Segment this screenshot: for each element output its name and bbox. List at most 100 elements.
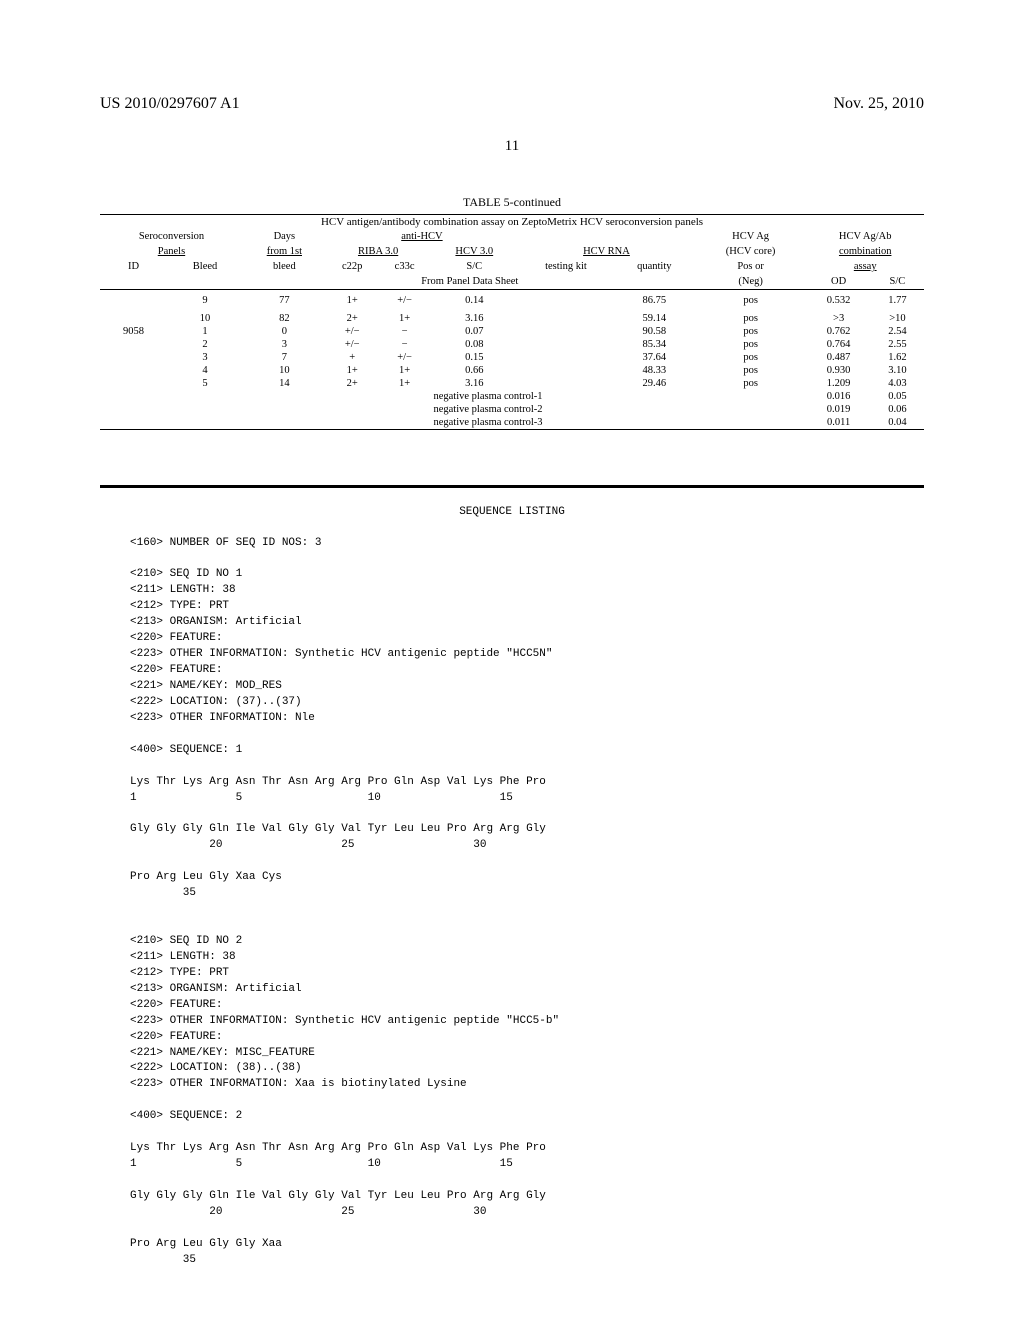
- cell-sc2: 1.62: [871, 351, 924, 364]
- cell-od: 0.019: [806, 403, 870, 416]
- cell-pos: pos: [695, 325, 807, 338]
- cell-od: 0.011: [806, 416, 870, 430]
- cell-days: 3: [243, 338, 326, 351]
- cell-od: 0.930: [806, 364, 870, 377]
- cell-control-label: negative plasma control-3: [430, 416, 694, 430]
- cell-days: 14: [243, 377, 326, 390]
- cell-sc2: 4.03: [871, 377, 924, 390]
- th-hcv-ag-ab: HCV Ag/Ab: [806, 229, 924, 244]
- cell-c33c: 1+: [379, 364, 431, 377]
- table-row: negative plasma control-2 0.0190.06: [100, 403, 924, 416]
- cell-qty: 48.33: [614, 364, 695, 377]
- cell-qty: 59.14: [614, 312, 695, 325]
- cell-bleed: 4: [167, 364, 243, 377]
- th-sc2: S/C: [871, 274, 924, 290]
- cell-qty: 29.46: [614, 377, 695, 390]
- panel-subtitle: HCV antigen/antibody combination assay o…: [100, 215, 924, 230]
- cell-id: 9058: [100, 325, 167, 338]
- cell-id: [100, 338, 167, 351]
- cell-bleed: 3: [167, 351, 243, 364]
- cell-days: 82: [243, 312, 326, 325]
- table-row: 23+/−−0.0885.34pos0.7642.55: [100, 338, 924, 351]
- cell-c22p: 1+: [326, 364, 379, 377]
- table-header-row: From Panel Data Sheet (Neg) OD S/C: [100, 274, 924, 290]
- th-c33c: c33c: [379, 259, 431, 274]
- cell-sc2: >10: [871, 312, 924, 325]
- cell-od: 0.532: [806, 290, 870, 312]
- cell-sc: 0.07: [430, 325, 518, 338]
- table-5-continued: TABLE 5-continued HCV antigen/antibody c…: [100, 195, 924, 430]
- th-hcvcore: (HCV core): [695, 244, 807, 259]
- cell-sc: 0.15: [430, 351, 518, 364]
- cell-c33c: 1+: [379, 312, 431, 325]
- table-header-row: Panels from 1st RIBA 3.0 HCV 3.0 HCV RNA…: [100, 244, 924, 259]
- cell-od: 1.209: [806, 377, 870, 390]
- page-header: US 2010/0297607 A1 Nov. 25, 2010: [0, 0, 1024, 113]
- th-assay: assay: [806, 259, 924, 274]
- table-row: 905810+/−−0.0790.58pos0.7622.54: [100, 325, 924, 338]
- cell-id: [100, 290, 167, 312]
- cell-pos: pos: [695, 338, 807, 351]
- th-seroconversion: Seroconversion: [100, 229, 243, 244]
- th-days: Days: [243, 229, 326, 244]
- cell-control-label: negative plasma control-2: [430, 403, 694, 416]
- cell-sc2: 1.77: [871, 290, 924, 312]
- cell-kit: [518, 338, 614, 351]
- cell-bleed: 2: [167, 338, 243, 351]
- cell-c33c: 1+: [379, 377, 431, 390]
- cell-kit: [518, 290, 614, 312]
- th-sc: S/C: [430, 259, 518, 274]
- cell-days: 77: [243, 290, 326, 312]
- cell-id: [100, 312, 167, 325]
- th-hcv-ag: HCV Ag: [695, 229, 807, 244]
- cell-c22p: +: [326, 351, 379, 364]
- cell-id: [100, 351, 167, 364]
- pub-number: US 2010/0297607 A1: [100, 95, 240, 113]
- cell-od: 0.487: [806, 351, 870, 364]
- sequence-listing-body: <160> NUMBER OF SEQ ID NOS: 3 <210> SEQ …: [130, 536, 924, 1269]
- cell-kit: [518, 377, 614, 390]
- cell-days: 10: [243, 364, 326, 377]
- th-od: OD: [806, 274, 870, 290]
- sequence-listing-title: SEQUENCE LISTING: [0, 506, 1024, 518]
- cell-kit: [518, 351, 614, 364]
- cell-sc: 0.04: [871, 416, 924, 430]
- cell-kit: [518, 364, 614, 377]
- cell-bleed: 5: [167, 377, 243, 390]
- cell-sc: 3.16: [430, 377, 518, 390]
- cell-sc: 0.06: [871, 403, 924, 416]
- cell-od: 0.762: [806, 325, 870, 338]
- cell-kit: [518, 312, 614, 325]
- cell-bleed: 10: [167, 312, 243, 325]
- cell-days: 0: [243, 325, 326, 338]
- cell-sc: 0.05: [871, 390, 924, 403]
- th-combination: combination: [806, 244, 924, 259]
- th-testingkit: testing kit: [518, 259, 614, 274]
- table-header-row: Seroconversion Days anti-HCV HCV Ag HCV …: [100, 229, 924, 244]
- th-riba: RIBA 3.0: [326, 244, 431, 259]
- th-quantity: quantity: [614, 259, 695, 274]
- cell-pos: pos: [695, 364, 807, 377]
- cell-od: 0.764: [806, 338, 870, 351]
- table-row: 5142+1+3.1629.46pos1.2094.03: [100, 377, 924, 390]
- cell-c22p: +/−: [326, 338, 379, 351]
- cell-qty: 90.58: [614, 325, 695, 338]
- th-c22p: c22p: [326, 259, 379, 274]
- cell-sc: 0.08: [430, 338, 518, 351]
- th-id: ID: [100, 259, 167, 274]
- section-divider: [100, 485, 924, 488]
- page-number: 11: [0, 138, 1024, 155]
- cell-bleed: 9: [167, 290, 243, 312]
- cell-c22p: 2+: [326, 377, 379, 390]
- cell-c22p: +/−: [326, 325, 379, 338]
- cell-c22p: 2+: [326, 312, 379, 325]
- cell-c33c: −: [379, 325, 431, 338]
- cell-c33c: +/−: [379, 290, 431, 312]
- th-hcv30: HCV 3.0: [430, 244, 518, 259]
- table-row: 10822+1+3.1659.14pos>3>10: [100, 312, 924, 325]
- cell-pos: pos: [695, 290, 807, 312]
- th-from1st: from 1st: [243, 244, 326, 259]
- th-neg: (Neg): [695, 274, 807, 290]
- table-row: negative plasma control-3 0.0110.04: [100, 416, 924, 430]
- cell-od: 0.016: [806, 390, 870, 403]
